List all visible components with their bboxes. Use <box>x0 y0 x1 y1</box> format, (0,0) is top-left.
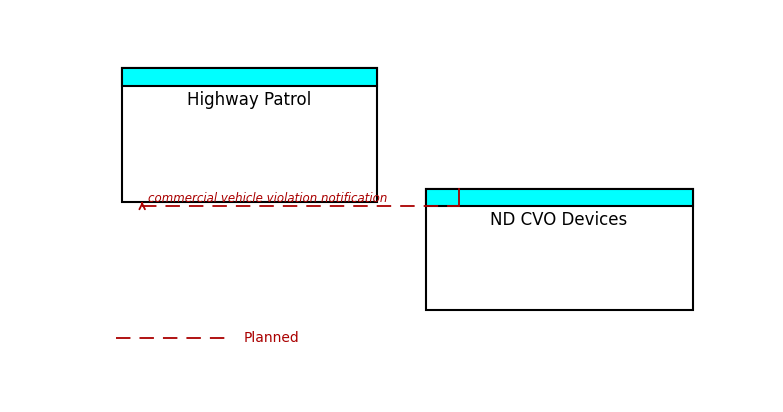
Bar <box>122 68 377 202</box>
Bar <box>122 68 377 86</box>
Text: Planned: Planned <box>244 331 299 345</box>
Text: commercial vehicle violation notification: commercial vehicle violation notificatio… <box>148 192 388 205</box>
Text: ND CVO Devices: ND CVO Devices <box>490 211 628 229</box>
Bar <box>426 189 693 309</box>
Text: Highway Patrol: Highway Patrol <box>187 91 312 108</box>
Bar <box>426 189 693 206</box>
